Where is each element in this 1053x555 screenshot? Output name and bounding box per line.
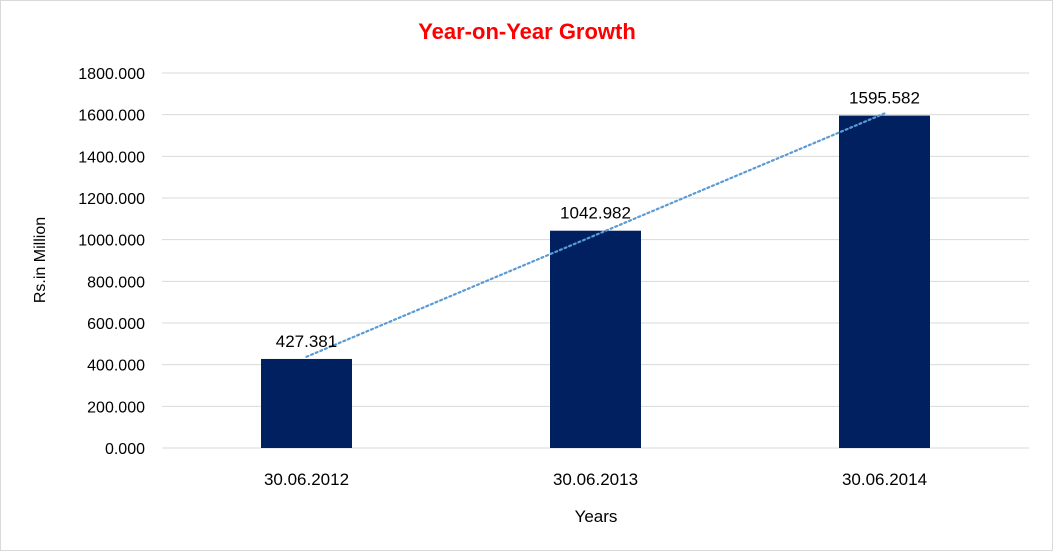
- data-label: 427.381: [276, 332, 337, 351]
- y-tick-label: 0.000: [105, 441, 145, 458]
- x-axis-title: Years: [575, 507, 618, 526]
- y-tick-label: 800.000: [87, 274, 145, 291]
- data-label: 1595.582: [849, 89, 920, 108]
- x-tick-label: 30.06.2013: [553, 470, 638, 489]
- x-tick-label: 30.06.2012: [264, 470, 349, 489]
- y-tick-label: 400.000: [87, 358, 145, 375]
- y-tick-label: 1400.000: [78, 149, 145, 166]
- y-axis-ticks: 0.000 200.000 400.000 600.000 800.000 1000.00…: [78, 66, 145, 458]
- data-label: 1042.982: [560, 204, 631, 223]
- x-axis-ticks: 30.06.2012 30.06.2013 30.06.2014: [264, 470, 927, 489]
- bar: [839, 115, 930, 448]
- y-axis-title: Rs.in Million: [32, 217, 49, 303]
- y-tick-label: 1000.000: [78, 233, 145, 250]
- x-tick-label: 30.06.2014: [842, 470, 927, 489]
- data-labels: 427.381 1042.982 1595.582: [276, 89, 920, 351]
- y-tick-label: 1800.000: [78, 66, 145, 83]
- bar: [550, 230, 641, 448]
- chart-title: Year-on-Year Growth: [418, 19, 636, 44]
- bar: [261, 358, 352, 448]
- y-tick-label: 600.000: [87, 316, 145, 333]
- y-tick-label: 200.000: [87, 399, 145, 416]
- trendline-group: [305, 112, 886, 358]
- y-tick-label: 1200.000: [78, 191, 145, 208]
- y-tick-label: 1600.000: [78, 108, 145, 125]
- trendline: [305, 112, 886, 358]
- bars: [261, 115, 930, 448]
